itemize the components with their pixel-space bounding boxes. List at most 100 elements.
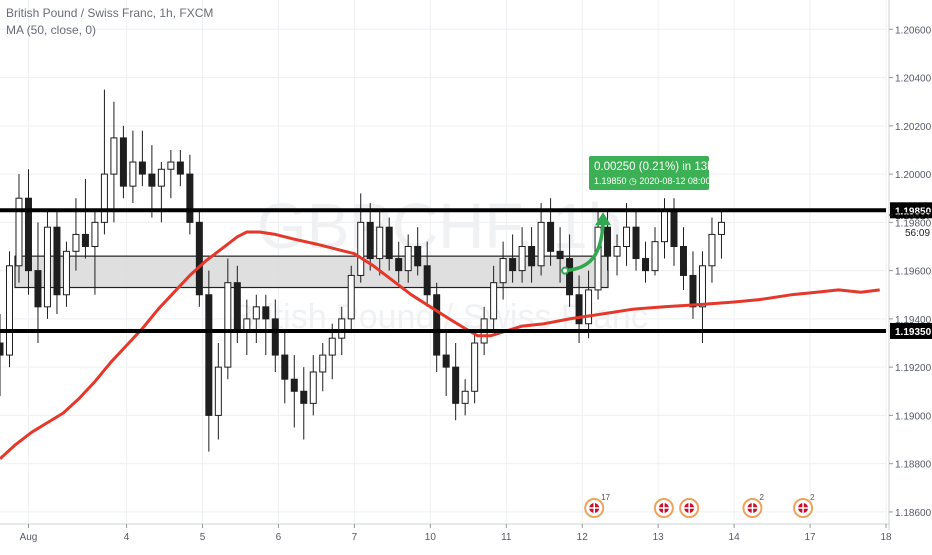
- lower-level-label: 1.19350: [895, 327, 932, 338]
- candle-down: [632, 226, 640, 260]
- candle-down: [528, 245, 536, 267]
- time-tick-label: 6: [276, 532, 282, 543]
- event-badge-count: 2: [759, 493, 764, 502]
- price-tick-label: 1.19400: [895, 315, 932, 326]
- horizontal-levels[interactable]: [0, 208, 886, 333]
- candle-up: [357, 221, 365, 276]
- candle-up: [708, 233, 716, 267]
- candle-down: [119, 137, 127, 187]
- candle-up: [499, 258, 507, 284]
- candle-up: [110, 137, 118, 175]
- candle-down: [670, 209, 678, 247]
- event-badge-count: 2: [810, 493, 815, 502]
- candle-up: [661, 209, 668, 243]
- candle-down: [575, 294, 583, 325]
- chart-legend: British Pound / Swiss Franc, 1h, FXCM MA…: [6, 5, 213, 39]
- candle-up: [157, 168, 165, 187]
- price-tick-label: 1.19000: [895, 411, 932, 422]
- upper-level-label-bg: [890, 202, 932, 219]
- price-tick-label: 1.19600: [895, 267, 932, 278]
- price-tick-label: 1.19800: [895, 218, 932, 229]
- candle-up: [347, 274, 355, 320]
- candle-down: [414, 245, 422, 267]
- candle-up: [15, 197, 23, 267]
- candle-down: [642, 258, 650, 272]
- candle-up: [62, 250, 70, 296]
- candle-down: [385, 226, 393, 260]
- candle-up: [72, 233, 80, 252]
- candle-up: [594, 226, 602, 291]
- time-axis[interactable]: Aug 4 5 6 7 10 11 12 13 14 17 18: [0, 523, 892, 543]
- price-tick-label: 1.18800: [895, 460, 932, 471]
- projection-start: [561, 266, 569, 275]
- candle-down: [566, 258, 574, 296]
- candle-up: [471, 342, 479, 392]
- candle-down: [442, 354, 450, 368]
- candle-down: [233, 282, 241, 332]
- candle-up: [613, 245, 621, 257]
- candle-up: [328, 337, 336, 356]
- candle-down: [300, 390, 308, 404]
- time-tick-label: 5: [200, 532, 206, 543]
- candle-up: [623, 226, 631, 247]
- candle-down: [290, 378, 298, 392]
- projection-headline: 0.00250 (0.21%) in 13h: [594, 161, 714, 173]
- time-tick-label: 7: [352, 532, 358, 543]
- candle-down: [186, 173, 194, 223]
- candle-down: [138, 161, 146, 175]
- candle-down: [262, 306, 270, 320]
- candle-up: [404, 245, 412, 272]
- candle-up: [651, 241, 659, 272]
- time-tick-label: Aug: [20, 532, 38, 543]
- price-tick-label: 1.18600: [895, 508, 932, 519]
- time-tick-label: 17: [804, 532, 816, 543]
- candle-down: [452, 366, 460, 404]
- candle-down: [433, 294, 441, 356]
- candle-up: [129, 161, 137, 187]
- candles: [0, 89, 725, 452]
- watermark-ticker: GBPCHF, 1h: [257, 190, 623, 262]
- candle-up: [252, 306, 260, 320]
- time-tick-label: 14: [729, 532, 741, 543]
- candle-down: [53, 226, 61, 296]
- indicator-title[interactable]: MA (50, close, 0): [6, 23, 97, 37]
- candle-down: [509, 258, 517, 272]
- time-tick-label: 13: [653, 532, 665, 543]
- lower-level-label-bg: [890, 322, 932, 339]
- candle-down: [423, 265, 431, 296]
- economic-events[interactable]: 17 2 2: [584, 493, 815, 518]
- time-tick-label: 4: [124, 532, 130, 543]
- candle-up: [167, 161, 175, 170]
- ma-line: [0, 230, 880, 460]
- projection-arrow[interactable]: 0.00250 (0.21%) in 13h 1.19850 ◷ 2020-08-…: [561, 156, 714, 275]
- time-tick-label: 18: [880, 532, 892, 543]
- candle-up: [490, 282, 498, 320]
- candle-down: [547, 221, 555, 252]
- candle-up: [319, 354, 327, 373]
- moving-average: [0, 230, 880, 460]
- price-tick-label: 1.20400: [895, 74, 932, 85]
- candle-down: [556, 250, 564, 260]
- candle-down: [205, 294, 213, 416]
- candle-down: [81, 233, 89, 247]
- price-tick-label: 1.20200: [895, 122, 932, 133]
- candle-up: [537, 221, 545, 267]
- candle-up: [376, 226, 384, 260]
- candle-up: [698, 265, 706, 308]
- candle-down: [604, 226, 612, 257]
- current-price-label: 1.19827: [895, 211, 932, 222]
- candle-down: [281, 354, 289, 380]
- candle-up: [338, 318, 346, 339]
- candle-up: [214, 366, 222, 416]
- price-tick-label: 1.20000: [895, 170, 932, 181]
- price-tick-label: 1.19200: [895, 363, 932, 374]
- countdown-label: 56:09: [905, 228, 930, 239]
- candle-up: [100, 173, 108, 223]
- event-badge-count: 17: [601, 493, 610, 502]
- candle-down: [34, 270, 42, 308]
- price-axis[interactable]: 1.20600 1.20400 1.20200 1.20000 1.19800 1.196…: [888, 0, 932, 530]
- symbol-title[interactable]: British Pound / Swiss Franc, 1h, FXCM: [6, 6, 214, 20]
- candle-up: [91, 221, 99, 247]
